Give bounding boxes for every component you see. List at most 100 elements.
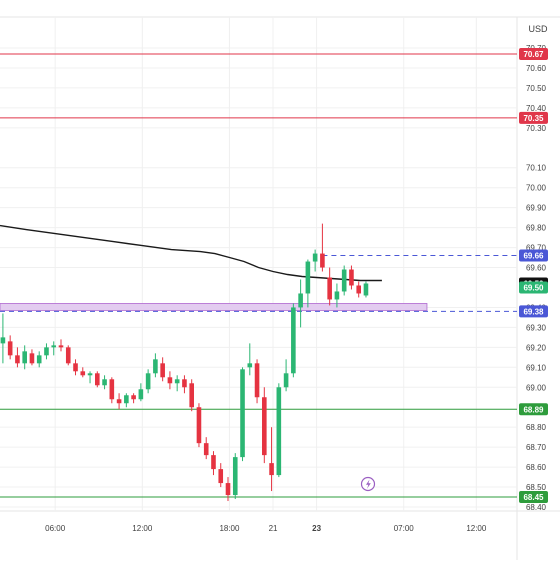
candle-down bbox=[29, 349, 35, 366]
candle-body bbox=[240, 369, 245, 458]
candle-body bbox=[138, 389, 144, 400]
candle-body bbox=[0, 337, 6, 344]
candle-up bbox=[36, 351, 42, 368]
price-axis: 70.7070.6070.5070.4070.3070.1070.0069.90… bbox=[526, 44, 547, 512]
candle-body bbox=[225, 483, 231, 496]
candle-down bbox=[167, 371, 173, 390]
price-tick-label: 70.50 bbox=[526, 84, 547, 93]
candle-body bbox=[189, 383, 194, 408]
price-tick-label: 68.60 bbox=[526, 463, 547, 472]
candle-down bbox=[254, 359, 260, 404]
candle-up bbox=[145, 369, 151, 394]
candle-body bbox=[36, 355, 42, 364]
price-tag-box bbox=[519, 491, 548, 504]
price-tick-label: 70.30 bbox=[526, 124, 547, 133]
price-tag-text: 69.50 bbox=[523, 284, 544, 293]
time-tick-label: 23 bbox=[312, 524, 321, 533]
candle-down bbox=[80, 367, 86, 378]
candle-down bbox=[109, 377, 115, 404]
candle-down bbox=[327, 267, 332, 306]
price-tick-label: 68.80 bbox=[526, 423, 547, 432]
price-tag-text: 69.38 bbox=[523, 308, 544, 317]
candle-up bbox=[153, 353, 158, 378]
candle-up bbox=[174, 375, 180, 392]
price-tick-label: 69.20 bbox=[526, 343, 547, 352]
candle-body bbox=[44, 347, 49, 356]
price-tick-label: 69.90 bbox=[526, 204, 547, 213]
support-zone-box bbox=[0, 303, 428, 311]
candle-up bbox=[44, 343, 49, 360]
price-tag-box bbox=[519, 249, 548, 262]
time-tick-label: 18:00 bbox=[219, 524, 240, 533]
candle-body bbox=[363, 283, 369, 296]
price-tick-label: 69.10 bbox=[526, 363, 547, 372]
candle-up bbox=[138, 383, 144, 402]
candle-down bbox=[320, 223, 325, 272]
candle-body bbox=[334, 291, 340, 300]
price-tag-support: 68.89 bbox=[519, 403, 548, 416]
candle-body bbox=[80, 371, 86, 376]
horizontal-lines bbox=[0, 53, 517, 498]
price-tick-label: 69.30 bbox=[526, 323, 547, 332]
candle-down bbox=[116, 393, 122, 410]
candle-down bbox=[349, 265, 354, 290]
price-tag-last: 69.50 bbox=[519, 281, 548, 294]
candle-body bbox=[203, 443, 209, 456]
price-tag-text: 70.67 bbox=[523, 50, 544, 59]
candle-up bbox=[305, 259, 311, 308]
price-tag-text: 70.35 bbox=[523, 114, 544, 123]
price-tick-label: 68.70 bbox=[526, 443, 547, 452]
candle-down bbox=[65, 345, 71, 366]
candle-body bbox=[58, 345, 64, 348]
price-tag-box bbox=[519, 111, 548, 124]
candle-down bbox=[7, 335, 13, 360]
candle-down bbox=[15, 347, 20, 368]
candle-body bbox=[7, 341, 13, 356]
candle-up bbox=[102, 375, 107, 390]
candle-body bbox=[153, 359, 158, 374]
candle-body bbox=[247, 363, 253, 368]
candle-body bbox=[65, 347, 71, 364]
candle-down bbox=[182, 375, 187, 394]
candles-layer bbox=[0, 223, 369, 502]
candle-body bbox=[327, 277, 332, 300]
bolt-marker[interactable] bbox=[360, 476, 376, 492]
candle-up bbox=[291, 303, 296, 378]
time-tick-label: 12:00 bbox=[132, 524, 153, 533]
candle-body bbox=[283, 373, 289, 388]
candle-body bbox=[73, 363, 78, 372]
price-tag-box bbox=[519, 305, 548, 318]
price-tag-box bbox=[519, 47, 548, 60]
candle-body bbox=[312, 253, 318, 262]
price-tag-dashed: 69.38 bbox=[519, 305, 548, 318]
candle-down bbox=[203, 437, 209, 460]
candle-down bbox=[196, 403, 202, 448]
candle-body bbox=[145, 373, 151, 390]
candle-up bbox=[334, 283, 340, 308]
candle-down bbox=[95, 371, 100, 388]
candle-body bbox=[262, 397, 267, 456]
candle-body bbox=[182, 379, 187, 388]
candle-down bbox=[160, 357, 165, 382]
time-tick-label: 07:00 bbox=[394, 524, 415, 533]
candle-body bbox=[95, 373, 100, 386]
candle-body bbox=[131, 395, 136, 400]
time-tick-label: 12:00 bbox=[466, 524, 487, 533]
candle-body bbox=[196, 407, 202, 444]
candle-down bbox=[262, 387, 267, 464]
price-tag-text: 68.89 bbox=[523, 405, 544, 414]
candle-body bbox=[29, 353, 35, 364]
candle-up bbox=[51, 341, 57, 356]
candle-body bbox=[160, 363, 165, 378]
candle-up bbox=[124, 393, 129, 408]
candle-up bbox=[22, 345, 27, 370]
time-tick-label: 06:00 bbox=[45, 524, 66, 533]
candle-body bbox=[305, 261, 311, 294]
price-tag-text: 69.66 bbox=[523, 252, 544, 261]
price-tick-label: 68.50 bbox=[526, 483, 547, 492]
time-axis: 06:00 12:00 18:00 21 23 07:00 12:00 bbox=[45, 524, 487, 533]
candle-body bbox=[109, 379, 115, 400]
